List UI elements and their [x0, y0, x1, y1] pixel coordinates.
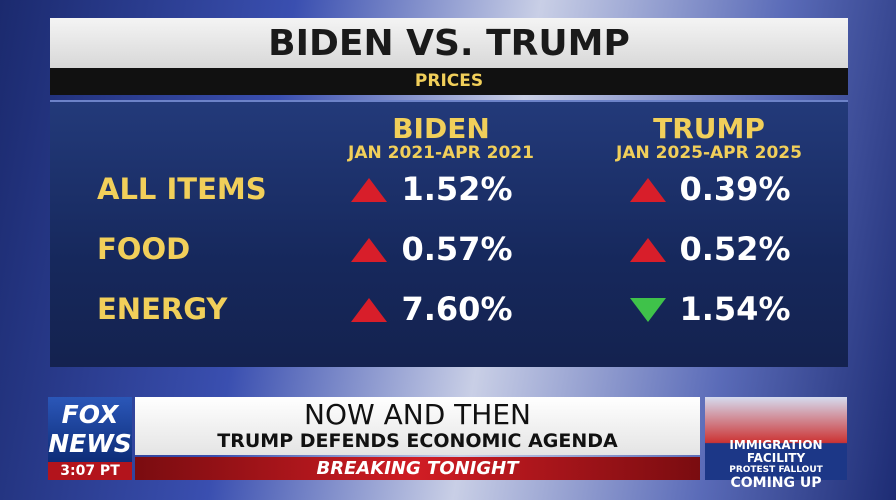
subheadline: TRUMP DEFENDS ECONOMIC AGENDA: [217, 430, 618, 452]
logo-text: NEWS: [48, 429, 132, 458]
promo-title: IMMIGRATION FACILITY: [729, 438, 823, 465]
logo-text: FOX: [61, 400, 119, 429]
clock: 3:07 PT: [48, 462, 132, 480]
promo-sub: PROTEST FALLOUT: [729, 465, 823, 475]
network-logo: FOX NEWS: [48, 397, 132, 462]
column-name: BIDEN: [392, 112, 490, 145]
triangle: [351, 178, 387, 202]
trend-icon: [630, 298, 666, 322]
value: 1.54%: [679, 290, 791, 328]
headline: NOW AND THEN: [304, 398, 531, 431]
triangle: [351, 298, 387, 322]
trend-arrow: [629, 237, 667, 263]
triangle: [630, 238, 666, 262]
headline-box: NOW AND THEN TRUMP DEFENDS ECONOMIC AGEN…: [135, 397, 700, 455]
column-period: JAN 2025-APR 2025: [616, 143, 802, 163]
triangle: [630, 178, 666, 202]
column-name: TRUMP: [653, 112, 765, 145]
triangle: [630, 298, 666, 322]
promo-box: IMMIGRATION FACILITY PROTEST FALLOUT COM…: [705, 397, 847, 491]
value: 0.57%: [401, 230, 513, 268]
value: 1.52%: [401, 170, 513, 208]
column-period: JAN 2021-APR 2021: [348, 143, 534, 163]
trend-icon: [351, 238, 387, 262]
value: 7.60%: [401, 290, 513, 328]
trend-icon: [351, 298, 387, 322]
trend-icon: [351, 178, 387, 202]
value: 0.39%: [679, 170, 791, 208]
row-label: FOOD: [97, 232, 191, 266]
subtitle: PRICES: [50, 68, 848, 95]
row-label: ENERGY: [97, 292, 228, 326]
promo-label: COMING UP: [730, 475, 822, 491]
breaking-banner: BREAKING TONIGHT: [135, 457, 700, 480]
triangle: [351, 238, 387, 262]
row-label: ALL ITEMS: [97, 172, 267, 206]
trend-arrow: [350, 297, 388, 323]
trend-arrow: [350, 177, 388, 203]
trend-icon: [630, 238, 666, 262]
trend-arrow: [629, 177, 667, 203]
trend-arrow: [350, 237, 388, 263]
trend-arrow: [629, 297, 667, 323]
table-panel: [50, 100, 848, 367]
value: 0.52%: [679, 230, 791, 268]
title: BIDEN VS. TRUMP: [50, 18, 848, 68]
trend-icon: [630, 178, 666, 202]
